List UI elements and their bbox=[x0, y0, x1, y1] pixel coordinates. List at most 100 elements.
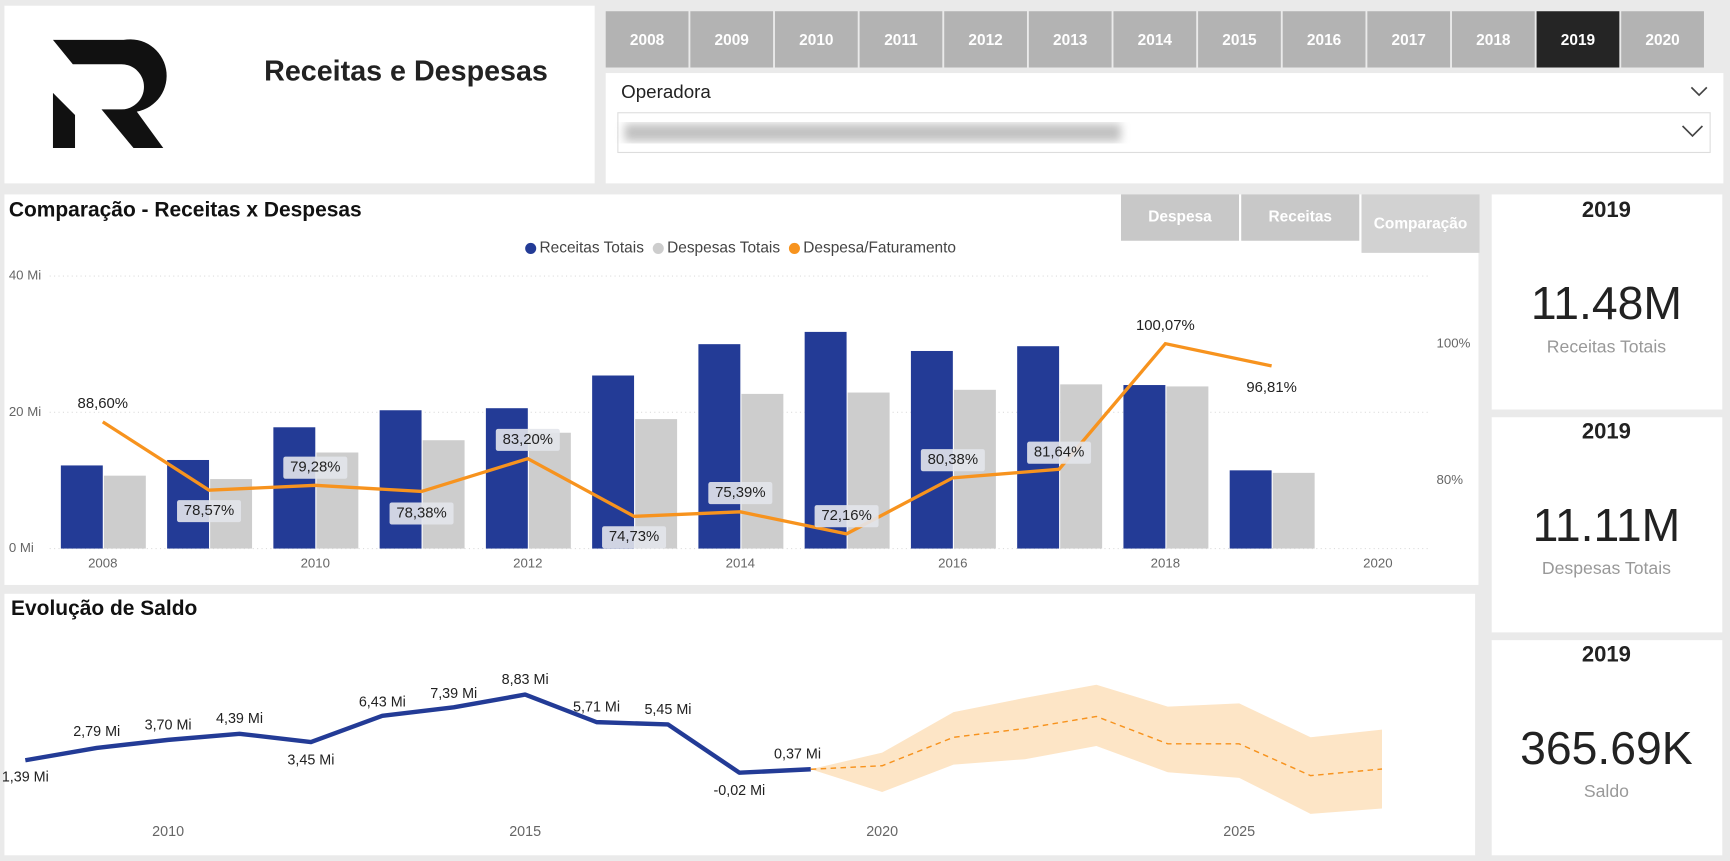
x-tick-label: 2014 bbox=[726, 556, 755, 571]
data-label: 7,39 Mi bbox=[430, 686, 477, 702]
card-label: Saldo bbox=[1584, 781, 1629, 801]
filter-label: Operadora bbox=[621, 81, 711, 102]
bar bbox=[422, 440, 465, 549]
year-button-label: 2014 bbox=[1138, 32, 1173, 49]
legend-marker bbox=[525, 242, 537, 254]
legend-marker bbox=[788, 242, 800, 254]
x-tick-label: 2020 bbox=[866, 824, 898, 840]
filter-dropdown[interactable] bbox=[617, 112, 1711, 154]
data-label: 5,71 Mi bbox=[573, 700, 620, 716]
bar bbox=[1166, 386, 1209, 549]
data-label: 3,45 Mi bbox=[287, 753, 334, 769]
bar bbox=[528, 432, 571, 549]
data-label: 88,60% bbox=[78, 396, 128, 412]
year-button[interactable] bbox=[1198, 11, 1281, 68]
logo bbox=[52, 39, 167, 149]
year-button[interactable] bbox=[1621, 11, 1704, 68]
card: 2019 11.48M Receitas Totais bbox=[1491, 194, 1723, 410]
bar bbox=[592, 375, 635, 549]
collapse-icon[interactable] bbox=[1690, 86, 1708, 97]
year-button-label: 2008 bbox=[630, 32, 665, 49]
card-bg bbox=[1491, 640, 1723, 856]
year-button[interactable] bbox=[774, 11, 858, 68]
year-button[interactable] bbox=[1367, 11, 1451, 68]
year-button-label: 2017 bbox=[1392, 32, 1426, 49]
x-tick-label: 2025 bbox=[1223, 824, 1255, 840]
data-label: 96,81% bbox=[1246, 380, 1296, 396]
legend-label: Receitas Totais bbox=[540, 240, 645, 257]
data-label-bg bbox=[920, 449, 985, 472]
tab-label: Receitas bbox=[1269, 209, 1333, 226]
y-tick-label: 0 Mi bbox=[9, 540, 34, 555]
card-label: Receitas Totais bbox=[1547, 336, 1666, 356]
chart-title: Comparação - Receitas x Despesas bbox=[9, 198, 362, 221]
year-button[interactable] bbox=[605, 11, 689, 68]
x-tick-label: 2016 bbox=[938, 556, 967, 571]
blurred-value bbox=[624, 123, 1121, 142]
y-tick-label: 20 Mi bbox=[9, 404, 41, 419]
card-title: 2019 bbox=[1582, 419, 1631, 444]
bar bbox=[1229, 470, 1272, 549]
year-button[interactable] bbox=[1028, 11, 1112, 68]
data-label-bg bbox=[389, 502, 454, 525]
data-label: 8,83 Mi bbox=[502, 672, 549, 688]
year-button[interactable] bbox=[690, 11, 774, 68]
bar bbox=[103, 475, 146, 549]
card-label: Despesas Totais bbox=[1542, 558, 1671, 578]
year-button[interactable] bbox=[1282, 11, 1366, 68]
card-value: 11.11M bbox=[1533, 499, 1681, 551]
card-title: 2019 bbox=[1582, 197, 1631, 222]
card-bg bbox=[1491, 417, 1723, 633]
year-button[interactable] bbox=[944, 11, 1027, 68]
data-label: 78,38% bbox=[396, 505, 446, 521]
x-tick-label: 2020 bbox=[1363, 556, 1392, 571]
data-label: 4,39 Mi bbox=[216, 711, 263, 727]
legend-label: Despesas Totais bbox=[667, 240, 780, 257]
data-label: 6,43 Mi bbox=[359, 694, 406, 710]
year-button-label: 2010 bbox=[799, 32, 833, 49]
card-value: 365.69K bbox=[1520, 722, 1693, 774]
x-tick-label: 2018 bbox=[1151, 556, 1180, 571]
card: 2019 365.69K Saldo bbox=[1491, 640, 1723, 856]
year-button-label: 2012 bbox=[968, 32, 1002, 49]
data-label: 100,07% bbox=[1136, 318, 1195, 334]
year-button-label: 2015 bbox=[1222, 32, 1257, 49]
card-bg bbox=[1491, 194, 1723, 410]
data-label: 72,16% bbox=[821, 508, 871, 524]
data-label: 2,79 Mi bbox=[73, 724, 120, 740]
card: 2019 11.11M Despesas Totais bbox=[1491, 417, 1723, 633]
forecast-line bbox=[810, 715, 1383, 777]
tab-button[interactable] bbox=[1241, 194, 1360, 241]
header-panel bbox=[4, 5, 595, 184]
x-tick-label: 2015 bbox=[509, 824, 541, 840]
data-label-bg bbox=[283, 456, 348, 479]
data-label: 74,73% bbox=[609, 529, 659, 545]
tab-label: Despesa bbox=[1148, 209, 1212, 226]
year-button[interactable] bbox=[1536, 11, 1620, 68]
dropdown-icon[interactable] bbox=[1681, 125, 1704, 138]
card-value: 11.48M bbox=[1531, 277, 1682, 329]
data-label: 81,64% bbox=[1034, 445, 1084, 461]
data-label-bg bbox=[177, 500, 242, 523]
year-button[interactable] bbox=[1113, 11, 1197, 68]
data-label-bg bbox=[495, 428, 560, 451]
year-button-label: 2011 bbox=[884, 32, 918, 49]
y2-tick-label: 100% bbox=[1437, 336, 1471, 351]
year-button-label: 2019 bbox=[1561, 32, 1596, 49]
bar bbox=[698, 344, 741, 549]
data-label-bg bbox=[602, 526, 667, 549]
year-button[interactable] bbox=[1451, 11, 1535, 68]
data-label: 75,39% bbox=[715, 485, 765, 501]
tab-label: Comparação bbox=[1374, 215, 1468, 232]
data-label: 80,38% bbox=[928, 452, 978, 468]
tab-button[interactable] bbox=[1361, 194, 1480, 253]
year-button[interactable] bbox=[859, 11, 943, 68]
x-tick-label: 2010 bbox=[152, 824, 184, 840]
data-label: 78,57% bbox=[184, 503, 234, 519]
data-label-bg bbox=[814, 505, 879, 528]
bar bbox=[1272, 472, 1315, 549]
tab-button[interactable] bbox=[1120, 194, 1240, 241]
year-button-label: 2018 bbox=[1476, 32, 1511, 49]
legend-label: Despesa/Faturamento bbox=[803, 240, 956, 257]
